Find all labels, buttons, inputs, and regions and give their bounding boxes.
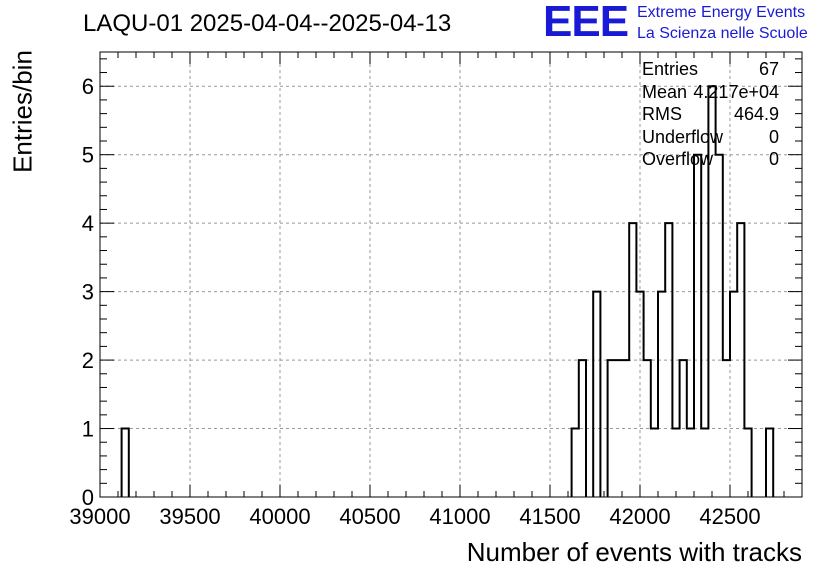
- y-tick-label: 4: [82, 211, 94, 236]
- eee-logo: EEE: [543, 0, 629, 46]
- stats-row-entries: Entries 67: [642, 58, 779, 81]
- histogram-bin: [716, 155, 723, 497]
- stats-value: 0: [768, 126, 779, 147]
- y-axis-label: Entries/bin: [7, 50, 38, 173]
- y-tick-label: 5: [82, 143, 94, 168]
- stats-value: 4.217e+04: [693, 81, 779, 102]
- histogram-bin: [730, 292, 737, 497]
- eee-logo-line-1: Extreme Energy Events: [637, 4, 806, 21]
- y-tick-label: 2: [82, 348, 94, 373]
- histogram-bin: [687, 429, 694, 497]
- histogram-outline: [120, 85, 775, 497]
- x-tick-label: 42000: [609, 504, 670, 529]
- stats-row-underflow: Underflow 0: [642, 126, 779, 149]
- histogram-bin: [658, 292, 665, 497]
- x-axis-label: Number of events with tracks: [466, 537, 802, 567]
- stats-box: Entries 67 Mean 4.217e+04 RMS 464.9 Unde…: [642, 58, 779, 171]
- y-tick-label: 3: [82, 280, 94, 305]
- eee-logo-line-2: La Scienza nelle Scuole: [637, 25, 808, 42]
- stats-key: RMS: [642, 104, 682, 124]
- histogram-bin: [651, 429, 658, 497]
- stats-key: Mean: [642, 81, 688, 102]
- histogram-bin: [694, 155, 701, 497]
- histogram-bin: [701, 429, 708, 497]
- chart-title: LAQU-01 2025-04-04--2025-04-13: [83, 10, 452, 37]
- x-tick-label: 39000: [69, 504, 130, 529]
- y-tick-label: 1: [82, 417, 94, 442]
- plot-frame: [99, 51, 803, 498]
- y-tick-label: 6: [82, 74, 94, 99]
- histogram-bin: [593, 292, 600, 497]
- histogram-bin: [744, 429, 751, 497]
- histogram-bin: [122, 429, 129, 497]
- x-tick-label: 40500: [339, 504, 400, 529]
- y-tick-label: 0: [82, 485, 94, 510]
- stats-value: 67: [758, 59, 779, 79]
- stats-value: 0: [768, 149, 779, 169]
- x-tick-label: 40000: [249, 504, 310, 529]
- stats-key: Overflow: [642, 149, 714, 169]
- stats-row-overflow: Overflow 0: [642, 148, 779, 171]
- x-tick-label: 42500: [699, 504, 760, 529]
- stats-row-mean: Mean 4.217e+04: [642, 81, 779, 104]
- stats-value: 464.9: [733, 104, 779, 124]
- x-tick-label: 41500: [519, 504, 580, 529]
- x-tick-label: 39500: [159, 504, 220, 529]
- histogram-bin: [572, 429, 579, 497]
- x-tick-label: 41000: [429, 504, 490, 529]
- histogram-bin: [672, 429, 679, 497]
- stats-row-rms: RMS 464.9: [642, 103, 779, 126]
- histogram-bin: [766, 429, 773, 497]
- stats-key: Underflow: [642, 126, 724, 147]
- stats-key: Entries: [642, 59, 699, 79]
